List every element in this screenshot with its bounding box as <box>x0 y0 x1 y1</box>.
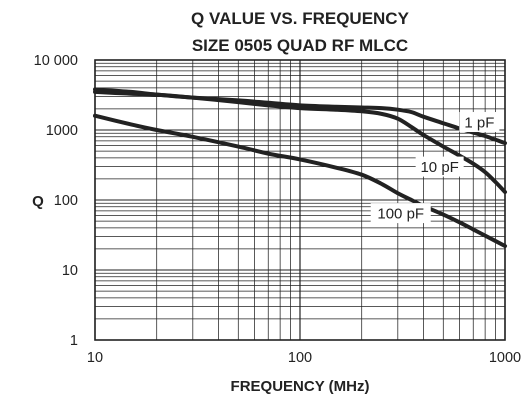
series-label-background <box>459 112 500 133</box>
series-line-3 <box>93 113 507 249</box>
x-tick-label: 100 <box>288 350 312 366</box>
series-label-background <box>370 203 431 224</box>
x-axis-label: FREQUENCY (MHz) <box>231 378 370 395</box>
series-label-1: 1 pF <box>464 115 494 132</box>
y-tick-label: 100 <box>54 193 78 209</box>
y-tick-label: 1000 <box>46 123 78 139</box>
y-tick-labels: 1 10 100 1000 10 000 <box>34 53 78 349</box>
chart-title-line-2: SIZE 0505 QUAD RF MLCC <box>192 36 408 55</box>
series-label-background <box>415 156 464 177</box>
series-label-layer: 1 pF 10 pF 100 pF <box>370 112 500 224</box>
plot-grid <box>94 59 506 341</box>
series-line-2 <box>93 89 507 195</box>
x-tick-label: 1000 <box>489 350 521 366</box>
y-tick-label: 10 000 <box>34 53 78 69</box>
plot-frame <box>94 59 506 341</box>
x-tick-labels: 10 100 1000 <box>87 350 521 366</box>
y-axis-label: Q <box>32 193 44 210</box>
series-label-3: 100 pF <box>377 206 424 223</box>
series-label-2: 10 pF <box>420 159 458 176</box>
y-tick-label: 1 <box>70 333 78 349</box>
y-tick-label: 10 <box>62 263 78 279</box>
x-tick-label: 10 <box>87 350 103 366</box>
chart-title-line-1: Q VALUE VS. FREQUENCY <box>191 9 410 28</box>
